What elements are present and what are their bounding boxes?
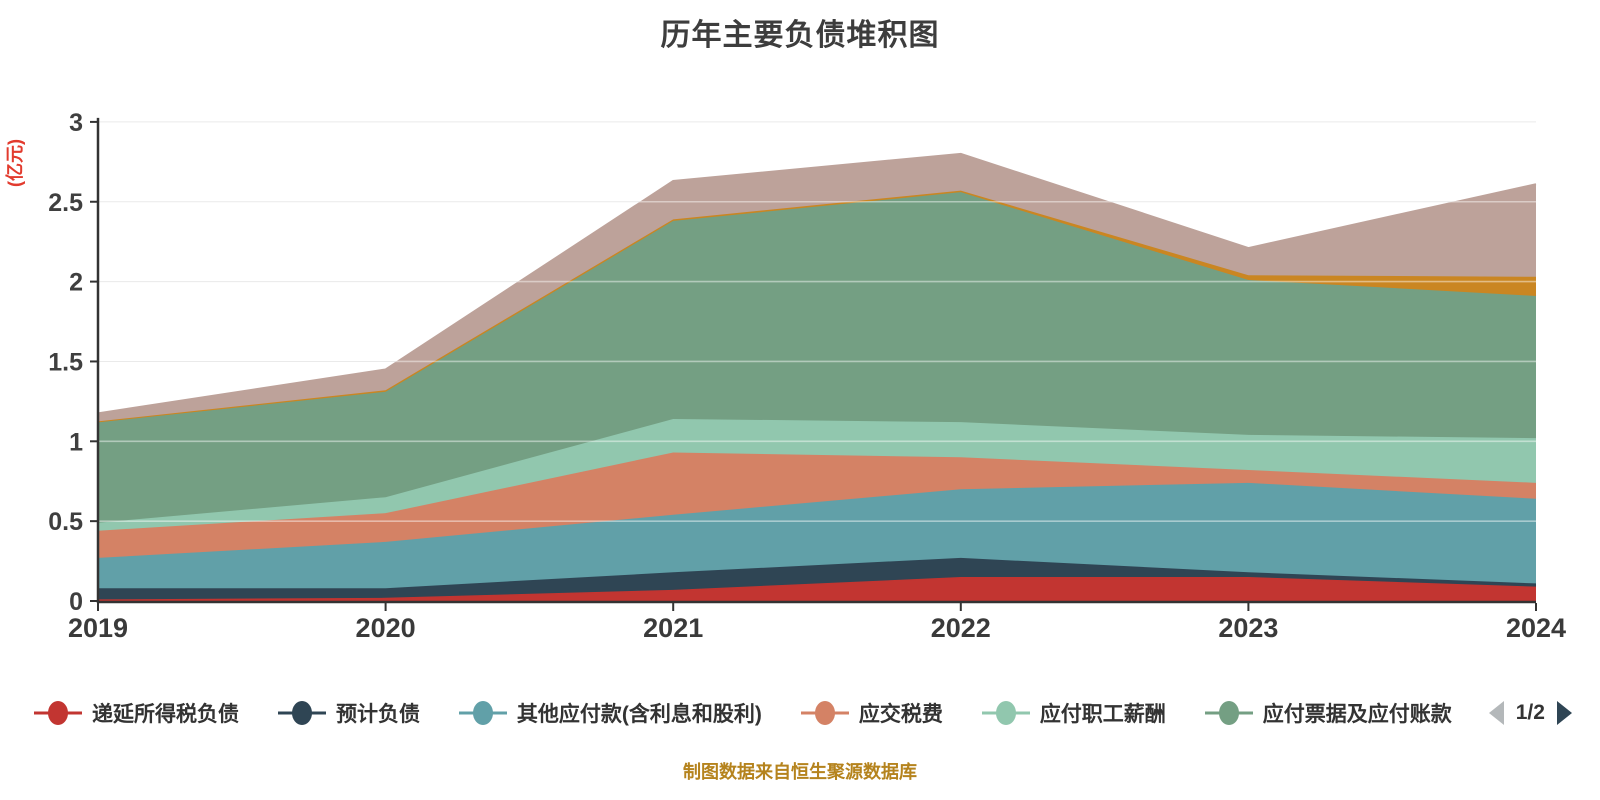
area-series-8 [98,153,1536,422]
legend-item-label: 其他应付款(含利息和股利) [516,703,762,726]
legend-pagination: 1/2 [1488,701,1572,725]
legend-item-2[interactable]: 预计负债 [276,698,420,728]
legend-marker-icon [1204,701,1253,725]
legend-item-label: 递延所得税负债 [92,703,239,726]
y-tick-label: 0.5 [48,508,83,536]
stacked-area-chart: 0 0.5 1 1.5 2 2.5 3 2019 2020 2021 2022 2023 2024 [48,109,1566,643]
legend-item-6[interactable]: 应付票据及应付账款 [1203,698,1452,728]
x-tick-label: 2024 [1506,613,1566,643]
x-tick-label: 2020 [356,613,416,643]
x-tick-label: 2023 [1218,613,1278,643]
legend-item-label: 应付票据及应付账款 [1262,703,1452,726]
y-tick-label: 1 [69,428,83,456]
line-series-8 [97,152,1537,415]
y-tick-label: 3 [69,109,83,137]
legend-next-page-arrow-icon[interactable] [1556,701,1572,725]
legend-item-label: 预计负债 [335,703,420,726]
y-axis-unit-label: (亿元) [5,139,25,187]
x-tick-label: 2019 [68,613,128,643]
legend-marker-icon [34,701,82,725]
area-series-4 [98,452,1536,558]
y-tick-label: 2.5 [48,189,83,217]
area-series-3 [98,482,1536,589]
legend-marker-icon [458,701,507,725]
area-series-1 [98,577,1536,601]
legend-item-4[interactable]: 应交税费 [799,698,943,728]
area-series-2 [98,557,1536,600]
y-tick-label: 2 [69,269,83,297]
chart-title: 历年主要负债堆积图 [660,19,940,52]
line-series-5 [97,417,1537,524]
legend-item-label: 应付职工薪酬 [1039,703,1166,726]
x-tick-label: 2022 [931,613,991,643]
data-source-caption: 制图数据来自恒生聚源数据库 [683,762,917,782]
legend-item-1[interactable]: 递延所得税负债 [32,698,239,728]
area-series-5 [98,418,1536,531]
legend-marker-icon [277,701,326,725]
legend-item-3[interactable]: 其他应付款(含利息和股利) [457,698,762,728]
legend-item-label: 应交税费 [858,703,943,726]
legend-marker-icon [800,701,849,725]
x-tick-label: 2021 [643,613,703,643]
area-series-6 [98,192,1536,523]
legend-item-5[interactable]: 应付职工薪酬 [980,698,1166,728]
legend-page-indicator: 1/2 [1515,701,1545,724]
legend: 递延所得税负债 预计负债 其他应付款(含利息和股利) 应交税费 应付职工薪酬 应付票据及应… [0,698,1600,728]
y-tick-label: 0 [69,588,83,616]
legend-marker-icon [981,701,1030,725]
y-tick-label: 1.5 [48,348,83,376]
legend-prev-page-arrow-icon[interactable] [1488,701,1504,725]
